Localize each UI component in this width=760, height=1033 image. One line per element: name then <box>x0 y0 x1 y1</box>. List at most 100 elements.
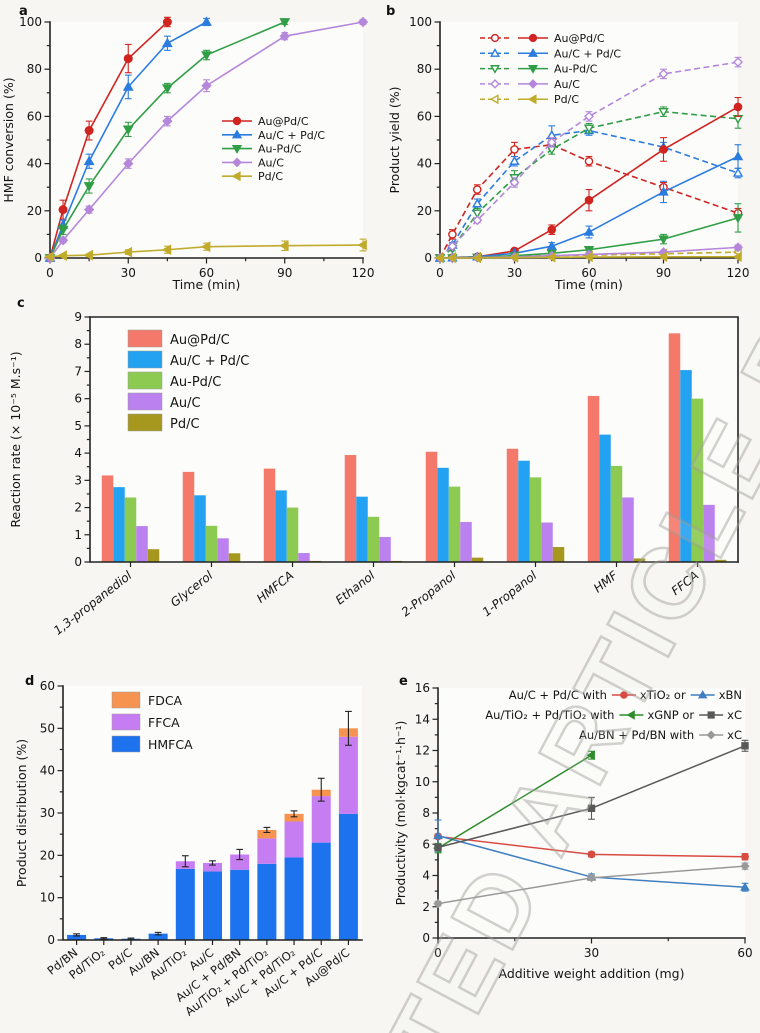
svg-text:30: 30 <box>121 266 136 280</box>
panel-a-chart: 0 30 60 90 120 0 20 40 60 80 100 Time (min) HMF conv… <box>1 15 375 292</box>
svg-text:Au/BN + Pd/BN with: Au/BN + Pd/BN with <box>579 728 694 742</box>
svg-text:xTiO₂ or: xTiO₂ or <box>640 688 686 702</box>
svg-text:FFCA: FFCA <box>669 568 702 598</box>
bars-Au/C <box>136 497 715 562</box>
svg-text:20: 20 <box>27 204 42 218</box>
svg-text:HMF conversion (%): HMF conversion (%) <box>1 77 16 202</box>
legend-row: Au/BN + Pd/BN with xC <box>579 728 742 742</box>
svg-text:Productivity (mol·kgcat⁻¹·h⁻¹): Productivity (mol·kgcat⁻¹·h⁻¹) <box>395 721 408 906</box>
legend: Au@Pd/C Au/C + Pd/C Au-Pd/C Au/C Pd/C <box>127 329 249 432</box>
axis-lines <box>437 687 746 939</box>
svg-text:Reaction rate (× 10⁻⁵ M.s⁻¹): Reaction rate (× 10⁻⁵ M.s⁻¹) <box>8 351 23 527</box>
panel-label-c: c <box>17 296 25 311</box>
bars-Au-Pd/C <box>124 398 704 562</box>
svg-text:Product distribution (%): Product distribution (%) <box>14 739 29 887</box>
axis-lines <box>89 316 739 563</box>
series-Pd/C <box>44 238 367 263</box>
svg-text:0: 0 <box>46 266 54 280</box>
svg-text:4: 4 <box>74 446 82 460</box>
svg-text:HMFCA: HMFCA <box>254 568 296 605</box>
svg-text:7: 7 <box>74 364 82 378</box>
svg-text:0: 0 <box>424 251 432 265</box>
svg-text:Pd/C: Pd/C <box>258 170 283 183</box>
svg-text:12: 12 <box>415 744 430 758</box>
legend: FDCA FFCA HMFCA <box>111 691 193 753</box>
svg-text:40: 40 <box>27 157 42 171</box>
svg-text:Time (min): Time (min) <box>554 277 623 292</box>
svg-text:2: 2 <box>422 900 430 914</box>
svg-text:Au-Pd/C: Au-Pd/C <box>554 63 598 76</box>
svg-text:16: 16 <box>415 681 430 695</box>
legend: Au@Pd/C Au/C + Pd/C Au-Pd/C Au/C Pd/C <box>480 32 621 106</box>
panel-label-a: a <box>19 4 28 19</box>
svg-text:Pd/C: Pd/C <box>554 93 579 106</box>
svg-text:120: 120 <box>352 266 375 280</box>
svg-text:Au/TiO₂ + Pd/TiO₂ with: Au/TiO₂ + Pd/TiO₂ with <box>485 708 614 722</box>
svg-text:20: 20 <box>417 204 432 218</box>
ticks <box>432 687 746 944</box>
svg-text:Glycerol: Glycerol <box>168 568 216 610</box>
svg-text:1-Propanol: 1-Propanol <box>480 568 540 619</box>
svg-text:8: 8 <box>422 806 430 820</box>
svg-text:FFCA: FFCA <box>148 715 180 730</box>
svg-text:60: 60 <box>27 109 42 123</box>
series-Au-Pd/C <box>44 18 291 264</box>
legend-row: Au/TiO₂ + Pd/TiO₂ with xGNP or xC <box>485 708 742 722</box>
svg-text:6: 6 <box>422 837 430 851</box>
svg-text:14: 14 <box>415 712 430 726</box>
svg-text:6: 6 <box>74 392 82 406</box>
svg-text:8: 8 <box>74 337 82 351</box>
series-Pd/C <box>434 251 742 264</box>
svg-text:0: 0 <box>74 555 82 569</box>
svg-text:10: 10 <box>40 891 55 905</box>
svg-text:1: 1 <box>74 528 82 542</box>
svg-text:Au-Pd/C: Au-Pd/C <box>170 375 221 390</box>
svg-text:Additive weight addition (mg): Additive weight addition (mg) <box>498 966 684 981</box>
svg-text:Au/C + Pd/C: Au/C + Pd/C <box>258 129 325 142</box>
svg-text:Pd/C: Pd/C <box>170 417 200 432</box>
svg-text:0: 0 <box>422 931 430 945</box>
svg-text:Time (min): Time (min) <box>172 277 241 292</box>
svg-text:40: 40 <box>417 157 432 171</box>
panel-e-chart: 0 30 60 0 2 4 6 8 10 12 14 16 Additive weight additi… <box>395 681 753 981</box>
svg-text:Product yield (%): Product yield (%) <box>387 86 402 193</box>
svg-text:60: 60 <box>40 679 55 693</box>
ticks <box>84 316 90 563</box>
svg-text:FDCA: FDCA <box>148 693 183 708</box>
svg-text:Au@Pd/C: Au@Pd/C <box>554 32 605 45</box>
svg-text:HMFCA: HMFCA <box>148 737 193 752</box>
svg-text:2: 2 <box>74 501 82 515</box>
svg-text:0: 0 <box>47 933 55 947</box>
category-ticks <box>129 562 699 567</box>
svg-text:50: 50 <box>40 721 55 735</box>
svg-text:3: 3 <box>74 473 82 487</box>
panel-label-b: b <box>386 4 396 19</box>
svg-text:HMF: HMF <box>591 568 621 596</box>
svg-text:5: 5 <box>74 419 82 433</box>
panel-b-chart: 0 30 60 90 120 0 20 40 60 80 100 Time (min) Product … <box>387 15 750 292</box>
svg-text:30: 30 <box>40 806 55 820</box>
svg-text:xC: xC <box>727 728 742 742</box>
axis-lines <box>62 685 363 941</box>
svg-text:120: 120 <box>727 266 750 280</box>
svg-text:0: 0 <box>436 266 444 280</box>
plot-background <box>440 22 738 258</box>
svg-text:Au-Pd/C: Au-Pd/C <box>258 143 302 156</box>
svg-text:Au@Pd/C: Au@Pd/C <box>258 115 309 128</box>
svg-text:60: 60 <box>417 109 432 123</box>
plot-background <box>50 22 363 258</box>
series-Au/C <box>44 16 369 264</box>
bars-Au@Pd/C <box>101 333 681 562</box>
svg-text:0: 0 <box>434 946 442 960</box>
svg-text:10: 10 <box>415 775 430 789</box>
series-xC <box>434 739 749 852</box>
svg-text:80: 80 <box>417 62 432 76</box>
svg-text:Au/C: Au/C <box>258 156 284 169</box>
svg-text:60: 60 <box>581 266 596 280</box>
legend-row: Au/C + Pd/C with xTiO₂ or xBN <box>509 688 742 702</box>
svg-text:30: 30 <box>584 946 599 960</box>
svg-text:Au/C + Pd/C with: Au/C + Pd/C with <box>509 688 607 702</box>
svg-text:Au/C: Au/C <box>170 396 201 411</box>
svg-text:0: 0 <box>34 251 42 265</box>
